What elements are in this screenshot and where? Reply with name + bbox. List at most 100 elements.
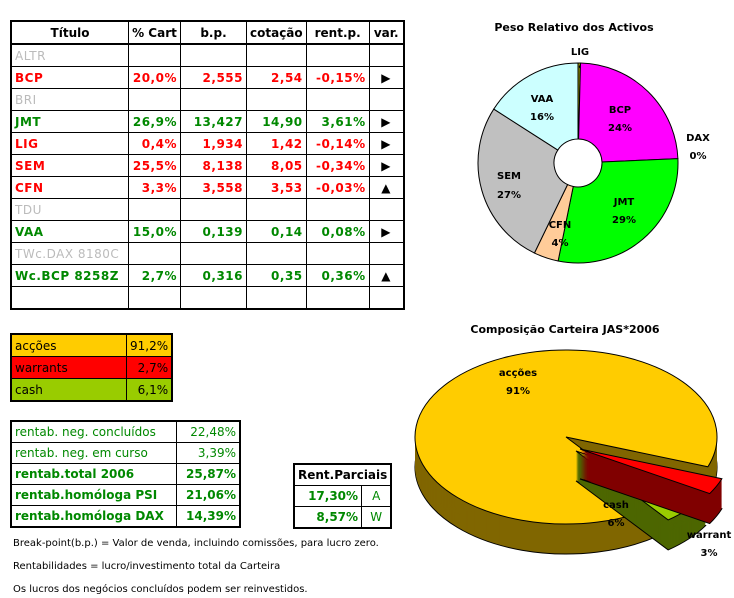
slice-value-label: 4% <box>552 238 569 249</box>
cell-cot: 0,35 <box>246 264 307 287</box>
slice-value-label: 0% <box>690 151 707 162</box>
table-row: JMT 26,9% 13,427 14,90 3,61% ▶ <box>10 110 405 133</box>
returns-value: 3,39% <box>176 442 241 464</box>
cell-cart: 2,7% <box>128 264 181 287</box>
slice-label: cash <box>603 500 629 511</box>
cell-rent: 3,61% <box>305 110 370 133</box>
returns-row: rentab.homóloga PSI 21,06% <box>10 484 241 506</box>
returns-row: rentab.homóloga DAX 14,39% <box>10 505 241 528</box>
partial-row: 17,30% A <box>293 485 392 507</box>
cell-cart: 15,0% <box>128 220 181 243</box>
partial-code: W <box>361 506 392 529</box>
returns-value: 25,87% <box>176 463 241 485</box>
allocation-value: 2,7% <box>126 356 173 379</box>
allocation-row: cash 6,1% <box>10 378 173 402</box>
returns-value: 21,06% <box>176 484 241 506</box>
cell-rent: -0,15% <box>305 66 370 89</box>
column-header: b.p. <box>180 20 247 45</box>
note-rentabilidades: Rentabilidades = lucro/investimento tota… <box>13 561 281 572</box>
chart-title: Composição Carteira JAS*2006 <box>470 323 660 336</box>
partial-title: Rent.Parciais <box>293 463 392 486</box>
cell-bp <box>180 286 247 310</box>
slice-label: CFN <box>549 220 572 231</box>
slice-label: VAA <box>531 94 554 105</box>
pie3d-slice-warrant <box>579 448 723 495</box>
cell-cart: 3,3% <box>128 176 181 199</box>
slice-value-label: 6% <box>608 518 625 529</box>
cell-rent: -0,03% <box>305 176 370 199</box>
table-row: BRI <box>10 88 405 111</box>
allocation-label: warrants <box>10 356 127 379</box>
cell-name: TDU <box>10 198 129 221</box>
partial-value: 17,30% <box>293 485 363 507</box>
cell-bp: 0,316 <box>180 264 247 287</box>
cell-name: BCP <box>10 66 129 89</box>
allocation-row: warrants 2,7% <box>10 356 173 379</box>
pie3d-slice-acções <box>414 349 718 525</box>
returns-row: rentab. neg. em curso 3,39% <box>10 442 241 464</box>
cell-rent: 0,08% <box>305 220 370 243</box>
note-breakpoint: Break-point(b.p.) = Valor de venda, incl… <box>13 538 379 549</box>
column-header: Título <box>10 20 129 45</box>
slice-label: warrant <box>687 530 732 541</box>
partial-value: 8,57% <box>293 506 363 529</box>
cell-bp: 2,555 <box>180 66 247 89</box>
returns-label: rentab.homóloga DAX <box>10 505 177 528</box>
slice-label: DAX <box>686 133 710 144</box>
column-header: var. <box>368 20 405 45</box>
cell-rent <box>305 286 370 310</box>
donut-slice-bcp <box>578 62 679 163</box>
returns-value: 14,39% <box>176 505 241 528</box>
cell-rent: 0,36% <box>305 264 370 287</box>
table-row: ALTR <box>10 43 405 67</box>
cell-cart: 20,0% <box>128 66 181 89</box>
slice-value-label: 91% <box>506 386 530 397</box>
donut-slice-jmt <box>557 158 679 264</box>
donut-slice-sem <box>477 108 569 254</box>
table-row: LIG 0,4% 1,934 1,42 -0,14% ▶ <box>10 132 405 155</box>
allocation-value: 6,1% <box>126 378 173 402</box>
table-row: TWc.DAX 8180C <box>10 242 405 265</box>
slice-value-label: 3% <box>701 548 718 559</box>
cell-cot: 14,90 <box>246 110 307 133</box>
column-header: % Cart <box>128 20 181 45</box>
donut-slice-vaa <box>493 62 579 151</box>
slice-label: BCP <box>609 105 631 116</box>
table-row: SEM 25,5% 8,138 8,05 -0,34% ▶ <box>10 154 405 177</box>
cell-cot: 8,05 <box>246 154 307 177</box>
allocation-label: cash <box>10 378 127 402</box>
cell-name: Wc.BCP 8258Z <box>10 264 129 287</box>
var-indicator: ▲ <box>368 176 405 199</box>
allocation-label: acções <box>10 333 127 357</box>
slice-label: SEM <box>497 171 521 182</box>
cell-bp: 0,139 <box>180 220 247 243</box>
cell-bp: 8,138 <box>180 154 247 177</box>
cell-bp: 3,558 <box>180 176 247 199</box>
partial-row: 8,57% W <box>293 506 392 529</box>
allocation-value: 91,2% <box>126 333 173 357</box>
partial-returns-table: Rent.Parciais 17,30% A 8,57% W <box>293 463 393 529</box>
slice-value-label: 24% <box>608 123 632 134</box>
table-row <box>10 286 405 310</box>
returns-row: rentab. neg. concluídos 22,48% <box>10 420 241 443</box>
cell-bp: 1,934 <box>180 132 247 155</box>
slice-value-label: 27% <box>497 190 521 201</box>
var-indicator <box>368 286 405 310</box>
returns-label: rentab. neg. em curso <box>10 442 177 464</box>
partial-code: A <box>361 485 392 507</box>
allocation-table: acções 91,2% warrants 2,7% cash 6,1% <box>10 333 174 402</box>
allocation-row: acções 91,2% <box>10 333 173 357</box>
portfolio-table: Título% Cart b.p. cotação rent.p. var. ALTR B… <box>10 20 405 310</box>
table-row: CFN 3,3% 3,558 3,53 -0,03% ▲ <box>10 176 405 199</box>
chart-title: Peso Relativo dos Activos <box>494 21 654 34</box>
slice-value-label: 29% <box>612 215 636 226</box>
table-row: BCP 20,0% 2,555 2,54 -0,15% ▶ <box>10 66 405 89</box>
column-header: cotação <box>246 20 307 45</box>
column-header: rent.p. <box>305 20 370 45</box>
note-lucros: Os lucros dos negócios concluídos podem … <box>13 584 308 595</box>
slice-label: JMT <box>613 197 635 208</box>
var-indicator: ▲ <box>368 264 405 287</box>
table-row: Wc.BCP 8258Z 2,7% 0,316 0,35 0,36% ▲ <box>10 264 405 287</box>
slice-label: acções <box>499 368 537 379</box>
